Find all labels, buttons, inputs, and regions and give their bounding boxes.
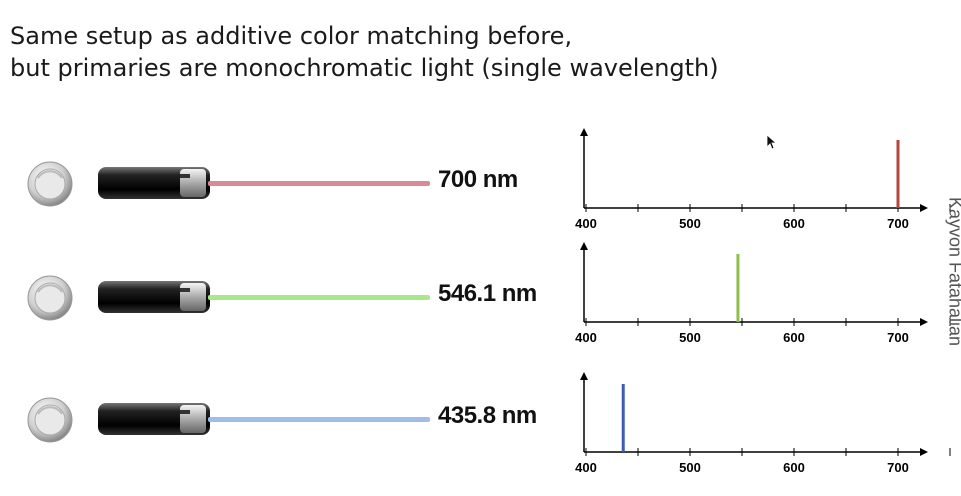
y-axis-arrow — [580, 128, 588, 136]
x-tick-label: 500 — [679, 330, 701, 345]
spectrum-chart: 400 500 600 700 — [575, 372, 951, 475]
y-axis-arrow — [580, 372, 588, 380]
x-axis-arrow — [920, 448, 928, 456]
x-axis-arrow — [920, 318, 928, 326]
wavelength-label: 700 nm — [438, 166, 518, 193]
spectral-line — [621, 384, 625, 452]
light-beam — [208, 417, 430, 422]
x-tick-label: 700 — [887, 216, 909, 231]
x-tick-label: 500 — [679, 460, 701, 475]
x-tick-label: 600 — [783, 460, 805, 475]
light-beam — [208, 295, 430, 300]
spectral-line — [896, 140, 900, 208]
slide-title: Same setup as additive color matching be… — [10, 20, 719, 84]
laser-pointer-icon — [98, 281, 210, 313]
primary-row-2: 546.1 nm — [0, 262, 560, 332]
primary-row-1: 700 nm — [0, 148, 560, 218]
wavelength-label: 546.1 nm — [438, 280, 537, 307]
dial-knob-icon[interactable] — [24, 272, 76, 324]
spectrum-plot-3: 400 500 600 700 — [568, 366, 951, 483]
x-tick-label: 700 — [887, 330, 909, 345]
laser-pointer-icon — [98, 167, 210, 199]
x-tick-label: 400 — [575, 216, 597, 231]
x-tick-label: 400 — [575, 460, 597, 475]
wavelength-label: 435.8 nm — [438, 402, 537, 429]
primary-row-3: 435.8 nm — [0, 384, 560, 454]
dial-knob-icon[interactable] — [24, 394, 76, 446]
spectrum-plot-1: 400 500 600 700 — [568, 122, 951, 239]
title-line-2: but primaries are monochromatic light (s… — [10, 54, 719, 82]
spectrum-chart: 400 500 600 700 — [575, 242, 951, 345]
light-beam — [208, 181, 430, 186]
spectrum-plot-2: 400 500 600 700 — [568, 236, 951, 353]
x-tick-label: 400 — [575, 330, 597, 345]
x-tick-label: 600 — [783, 330, 805, 345]
x-axis-arrow — [920, 204, 928, 212]
spectrum-chart: 400 500 600 700 — [575, 128, 951, 231]
author-credit: Kayvon Fatahalian — [945, 196, 961, 347]
title-line-1: Same setup as additive color matching be… — [10, 22, 573, 50]
spectral-line — [736, 254, 740, 322]
mouse-cursor-icon — [766, 134, 778, 150]
dial-knob-icon[interactable] — [24, 158, 76, 210]
laser-pointer-icon — [98, 403, 210, 435]
x-tick-label: 600 — [783, 216, 805, 231]
x-tick-label: 500 — [679, 216, 701, 231]
y-axis-arrow — [580, 242, 588, 250]
x-tick-label: 700 — [887, 460, 909, 475]
